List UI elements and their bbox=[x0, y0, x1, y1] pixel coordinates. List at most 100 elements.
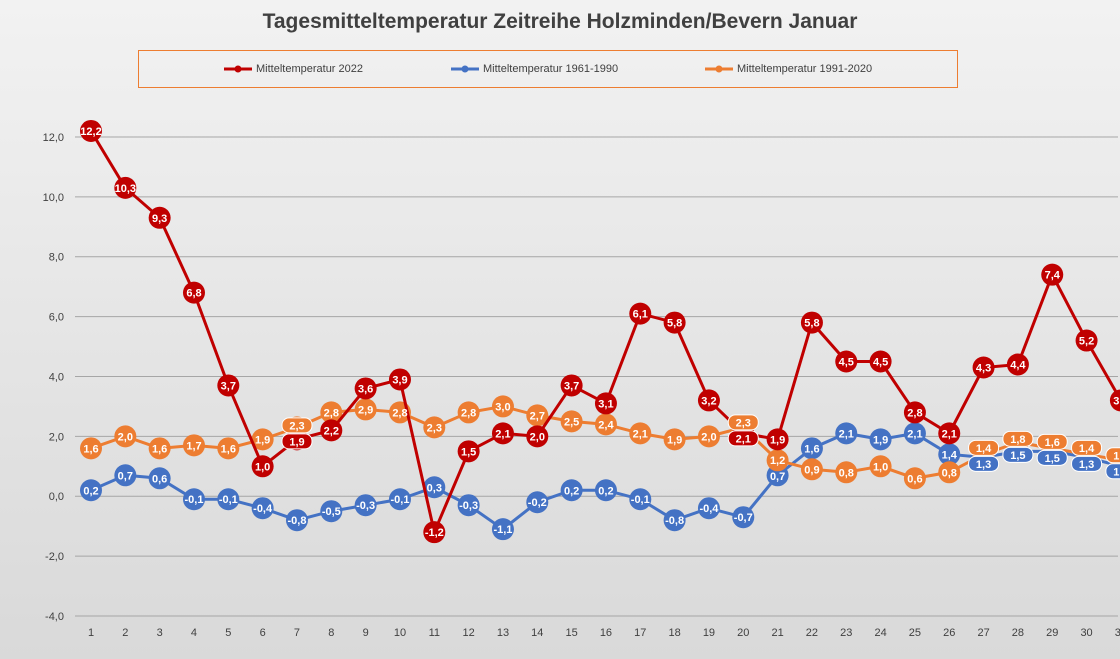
x-tick-label: 27 bbox=[977, 627, 989, 639]
legend-item: Mitteltemperatur 1991-2020 bbox=[705, 63, 872, 75]
data-label: 0,7 bbox=[118, 470, 133, 482]
data-point bbox=[594, 392, 617, 415]
series-line bbox=[89, 130, 1120, 538]
data-label-badge bbox=[968, 455, 1000, 472]
data-label: 1,6 bbox=[1045, 437, 1060, 449]
data-label: 2,1 bbox=[736, 433, 751, 445]
data-label-badge bbox=[968, 439, 1000, 456]
data-point bbox=[560, 374, 583, 397]
data-label-badge bbox=[1071, 455, 1103, 472]
data-label: -1,2 bbox=[425, 527, 444, 539]
data-label: 5,8 bbox=[667, 318, 682, 330]
data-label: 1,6 bbox=[83, 443, 98, 455]
x-tick-label: 7 bbox=[294, 627, 300, 639]
legend-item: Mitteltemperatur 1961-1990 bbox=[451, 63, 618, 75]
data-label: 7,4 bbox=[1045, 270, 1061, 282]
legend-label: Mitteltemperatur 1961-1990 bbox=[483, 63, 619, 75]
x-tick-label: 30 bbox=[1080, 627, 1092, 639]
data-point bbox=[423, 521, 446, 544]
data-label: 10,3 bbox=[115, 183, 136, 195]
data-point bbox=[148, 467, 171, 490]
data-label: 4,4 bbox=[1010, 360, 1026, 372]
data-label: 2,1 bbox=[633, 428, 648, 440]
data-label: 3,0 bbox=[495, 401, 510, 413]
data-point bbox=[354, 398, 377, 421]
data-label-badge bbox=[281, 433, 313, 450]
data-point bbox=[423, 476, 446, 499]
data-point bbox=[457, 494, 480, 517]
data-label: 1,9 bbox=[873, 434, 888, 446]
data-point bbox=[766, 428, 789, 451]
data-point bbox=[560, 479, 583, 502]
data-point bbox=[217, 374, 240, 397]
data-point bbox=[251, 428, 274, 451]
data-label: 1,9 bbox=[667, 434, 682, 446]
data-label: -1,1 bbox=[493, 524, 512, 536]
x-tick-label: 17 bbox=[634, 627, 646, 639]
data-point bbox=[148, 437, 171, 460]
data-label: -0,7 bbox=[734, 512, 753, 524]
data-point bbox=[663, 509, 686, 532]
data-label: -0,1 bbox=[219, 494, 238, 506]
x-tick-label: 26 bbox=[943, 627, 955, 639]
x-tick-label: 25 bbox=[909, 627, 921, 639]
data-point bbox=[903, 401, 926, 424]
legend: Mitteltemperatur 2022 Mitteltemperatur 19… bbox=[138, 50, 958, 88]
data-label: 1,4 bbox=[976, 443, 992, 455]
data-label: 2,3 bbox=[427, 422, 442, 434]
data-label: 1,3 bbox=[1079, 459, 1094, 471]
data-point bbox=[594, 479, 617, 502]
data-label-badge bbox=[1002, 446, 1034, 463]
data-label: 2,8 bbox=[324, 407, 339, 419]
x-tick-label: 24 bbox=[874, 627, 886, 639]
data-label: 1,4 bbox=[1079, 443, 1095, 455]
data-label: 1,2 bbox=[1113, 450, 1120, 462]
x-tick-label: 23 bbox=[840, 627, 852, 639]
data-label: 5,8 bbox=[804, 318, 819, 330]
data-label-badge bbox=[1036, 449, 1068, 466]
data-label: -0,1 bbox=[185, 494, 204, 506]
data-label: 3,2 bbox=[701, 395, 716, 407]
data-point bbox=[835, 422, 858, 445]
data-label: 3,7 bbox=[221, 380, 236, 392]
data-label: 4,3 bbox=[976, 362, 991, 374]
data-label: 2,0 bbox=[701, 431, 716, 443]
data-label: 1,0 bbox=[255, 461, 270, 473]
data-point bbox=[629, 302, 652, 325]
data-label: 6,8 bbox=[186, 288, 201, 300]
data-label: -0,2 bbox=[528, 497, 547, 509]
data-point bbox=[869, 428, 892, 451]
data-point bbox=[457, 401, 480, 424]
x-tick-label: 28 bbox=[1012, 627, 1024, 639]
data-point bbox=[972, 356, 995, 379]
data-point bbox=[457, 440, 480, 463]
data-point bbox=[800, 458, 823, 481]
data-point bbox=[526, 491, 549, 514]
data-label: 2,8 bbox=[907, 407, 922, 419]
data-point bbox=[320, 419, 343, 442]
data-point bbox=[354, 377, 377, 400]
y-tick-label: 8,0 bbox=[49, 252, 64, 264]
x-tick-label: 2 bbox=[122, 627, 128, 639]
x-tick-label: 5 bbox=[225, 627, 231, 639]
data-label: 1,5 bbox=[1010, 450, 1025, 462]
legend-item: Mitteltemperatur 2022 bbox=[224, 63, 363, 75]
data-label: 2,9 bbox=[358, 404, 373, 416]
data-label: 12,2 bbox=[80, 126, 101, 138]
data-label: -0,3 bbox=[356, 500, 375, 512]
data-point bbox=[526, 425, 549, 448]
data-label: 5,2 bbox=[1079, 336, 1094, 348]
data-point bbox=[663, 311, 686, 334]
data-label: -0,3 bbox=[459, 500, 478, 512]
data-label: 0,2 bbox=[564, 485, 579, 497]
data-label: 6,1 bbox=[633, 309, 648, 321]
data-label: 3,7 bbox=[564, 380, 579, 392]
data-label: 2,0 bbox=[118, 431, 133, 443]
data-point bbox=[526, 404, 549, 427]
data-point bbox=[251, 497, 274, 520]
data-point bbox=[114, 464, 137, 487]
data-point bbox=[869, 350, 892, 373]
data-point bbox=[835, 350, 858, 373]
